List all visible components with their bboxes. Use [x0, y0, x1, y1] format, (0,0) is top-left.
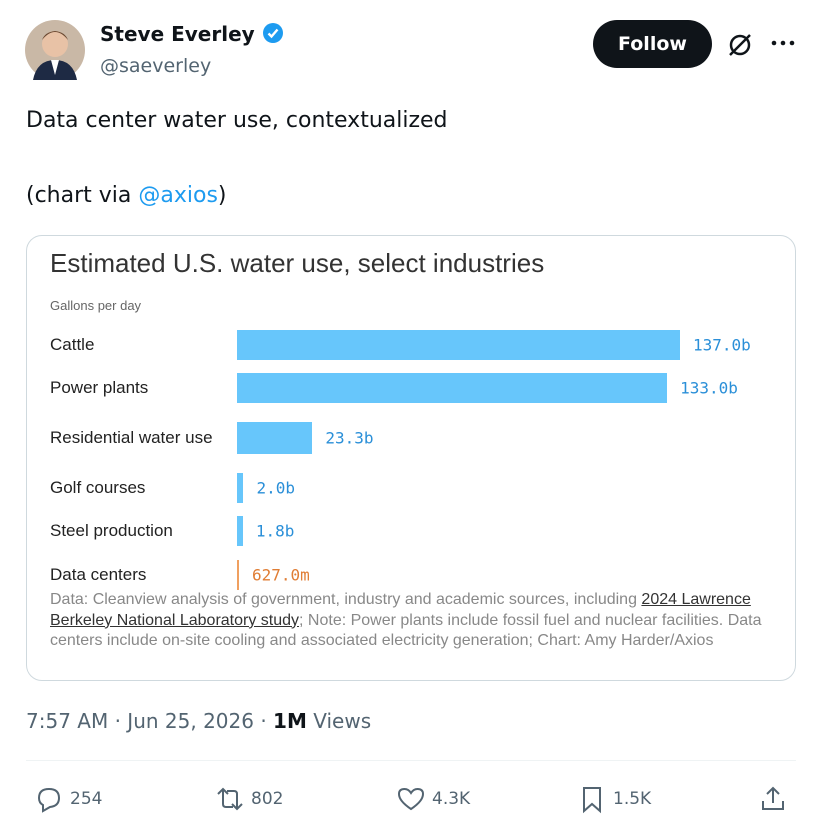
value-label: 23.3b — [325, 428, 374, 448]
chart-title: Estimated U.S. water use, select industr… — [50, 248, 545, 278]
category-label: Residential water use — [50, 428, 213, 447]
reply-icon — [37, 787, 61, 813]
reply-count: 254 — [70, 789, 103, 809]
repost-count: 802 — [251, 789, 284, 809]
verified-badge — [262, 23, 283, 43]
category-label: Steel production — [50, 521, 173, 540]
more-button[interactable] — [770, 38, 796, 48]
tweet-meta: 7:57 AM · Jun 25, 2026 · 1M Views — [26, 709, 371, 733]
divider — [26, 760, 796, 761]
note-text: Data: Cleanview analysis of government, … — [50, 591, 642, 608]
note-link[interactable]: 2024 Lawrence Berkeley National Laborato… — [50, 591, 751, 629]
views-count: 1M — [273, 709, 307, 733]
views-label: Views — [313, 709, 372, 733]
follow-button[interactable]: Follow — [593, 20, 712, 68]
chart-note: Data: Cleanview analysis of government, … — [50, 590, 780, 652]
avatar[interactable] — [25, 20, 85, 80]
bar — [237, 516, 243, 546]
value-label: 2.0b — [256, 478, 295, 498]
bar — [237, 560, 240, 590]
chart-card[interactable]: Estimated U.S. water use, select industr… — [26, 235, 796, 681]
author-name-text[interactable]: Steve Everley — [100, 22, 255, 46]
bookmark-button[interactable]: 1.5K — [577, 784, 651, 814]
bar — [237, 473, 244, 503]
share-button[interactable] — [758, 784, 788, 814]
bar — [237, 422, 313, 454]
tweet-text: ) — [217, 183, 227, 208]
category-label: Cattle — [50, 335, 95, 354]
time[interactable]: 7:57 AM — [26, 709, 109, 733]
category-label: Power plants — [50, 378, 149, 397]
value-label: 133.0b — [680, 378, 738, 398]
separator: · — [260, 709, 267, 733]
like-button[interactable]: 4.3K — [396, 784, 470, 814]
date[interactable]: Jun 25, 2026 — [127, 709, 254, 733]
bookmark-count: 1.5K — [613, 789, 652, 809]
chart-subtitle: Gallons per day — [50, 298, 142, 313]
category-label: Data centers — [50, 565, 147, 584]
author-name[interactable]: Steve Everley — [100, 22, 284, 46]
note-text: ; Note: Power plants include fossil fuel… — [50, 611, 762, 650]
value-label: 627.0m — [252, 565, 310, 585]
reply-button[interactable]: 254 — [34, 784, 102, 814]
repost-button[interactable]: 802 — [215, 784, 283, 814]
tweet-text: Data center water use, contextualized — [26, 108, 448, 133]
value-label: 137.0b — [693, 335, 751, 355]
separator: · — [114, 709, 121, 733]
author-handle[interactable]: @saeverley — [100, 55, 212, 77]
tweet-text: (chart via — [26, 183, 139, 208]
value-label: 1.8b — [255, 521, 295, 541]
bar — [237, 373, 668, 403]
bar — [237, 330, 680, 360]
bookmark-icon — [583, 787, 601, 814]
tweet-text: (chart via @axios) — [26, 183, 227, 208]
like-count: 4.3K — [432, 789, 471, 809]
grok-icon[interactable] — [726, 31, 754, 59]
like-icon — [397, 787, 425, 811]
share-icon — [762, 786, 784, 810]
repost-icon — [217, 787, 243, 811]
mention-link[interactable]: @axios — [138, 183, 218, 208]
category-label: Golf courses — [50, 478, 146, 497]
